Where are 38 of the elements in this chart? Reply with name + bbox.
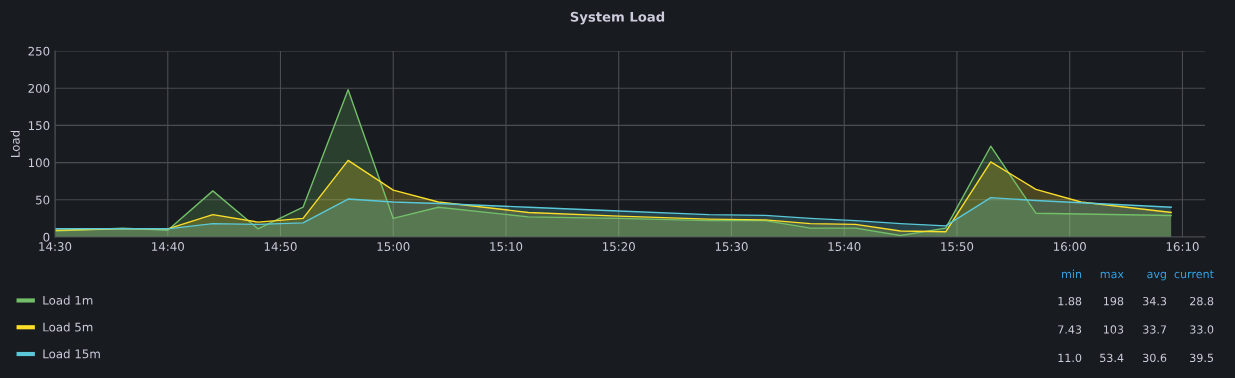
- x-tick-label: 15:10: [490, 242, 523, 251]
- text: 198: [1104, 296, 1124, 306]
- text: 30.6: [1143, 353, 1167, 363]
- x-tick-label: 15:50: [941, 242, 974, 251]
- text: 33.0: [1190, 325, 1214, 334]
- text: 11.0: [1058, 353, 1082, 363]
- x-tick-label: 15:40: [828, 242, 861, 251]
- legend-label: Load 5m: [43, 322, 93, 332]
- text: max: [1100, 271, 1124, 279]
- text: 103: [1104, 325, 1124, 334]
- text: 53.4: [1100, 353, 1124, 363]
- text: avg: [1147, 271, 1166, 281]
- y-tick-label: 50: [36, 195, 50, 205]
- text: current: [1174, 270, 1214, 279]
- legend-label: Load 1m: [43, 295, 93, 305]
- text: 1.88: [1058, 296, 1082, 306]
- x-tick-label: 15:00: [377, 242, 410, 251]
- y-axis-title: Load: [10, 130, 20, 157]
- x-tick-label: 16:10: [1166, 242, 1199, 251]
- x-tick-label: 15:30: [715, 242, 748, 251]
- text: 33.7: [1143, 325, 1167, 334]
- x-tick-label: 14:40: [152, 242, 184, 251]
- x-tick-label: 16:00: [1053, 242, 1086, 251]
- text: 7.43: [1058, 325, 1082, 334]
- text: 28.8: [1190, 296, 1214, 306]
- text: min: [1062, 269, 1082, 279]
- x-tick-label: 14:50: [264, 242, 297, 251]
- text: 34.3: [1143, 296, 1167, 306]
- y-tick-label: 100: [28, 158, 50, 168]
- x-tick-label: 15:20: [602, 242, 635, 251]
- x-tick-label: 14:30: [39, 242, 72, 251]
- y-tick-label: 150: [28, 121, 50, 131]
- chart-title: System Load: [570, 11, 665, 25]
- legend-label: Load 15m: [43, 349, 100, 359]
- y-tick-label: 250: [28, 46, 50, 56]
- y-tick-label: 0: [43, 232, 50, 242]
- y-tick-label: 200: [28, 83, 50, 93]
- text: 39.5: [1190, 353, 1214, 363]
